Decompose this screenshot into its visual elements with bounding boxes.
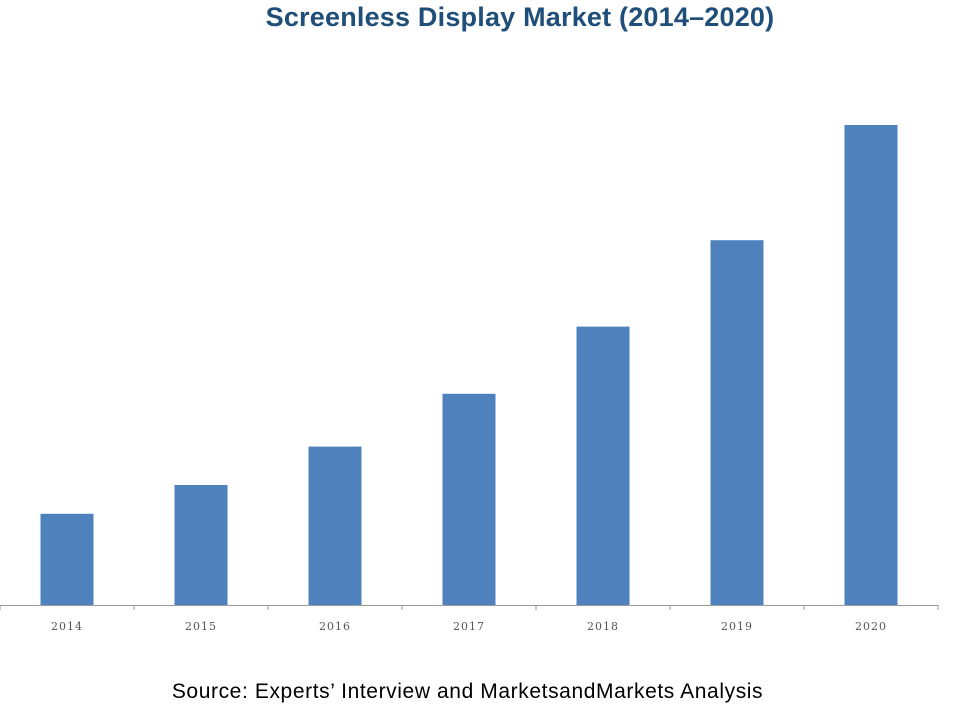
x-tick-label-2015: 2015 — [185, 620, 217, 633]
bars-layer — [40, 125, 898, 605]
x-tick-label-2020: 2020 — [855, 620, 887, 633]
x-tick-label-2017: 2017 — [453, 620, 485, 633]
x-tick-label-2019: 2019 — [721, 620, 753, 633]
x-axis-tick-labels: 2014 2015 2016 2017 2018 2019 2020 — [51, 620, 887, 633]
chart-title: Screenless Display Market (2014–2020) — [265, 2, 775, 32]
bar-2017 — [442, 393, 496, 605]
x-axis — [0, 605, 939, 610]
bar-2019 — [710, 240, 764, 605]
x-tick-label-2014: 2014 — [51, 620, 83, 633]
bar-2020 — [844, 125, 898, 605]
bar-2015 — [174, 485, 228, 605]
x-tick-label-2018: 2018 — [587, 620, 619, 633]
bar-2016 — [308, 446, 362, 605]
bar-2018 — [576, 326, 630, 605]
bar-2014 — [40, 513, 94, 605]
x-tick-label-2016: 2016 — [319, 620, 351, 633]
chart-source-note: Source: Experts’ Interview and Marketsan… — [171, 680, 764, 703]
